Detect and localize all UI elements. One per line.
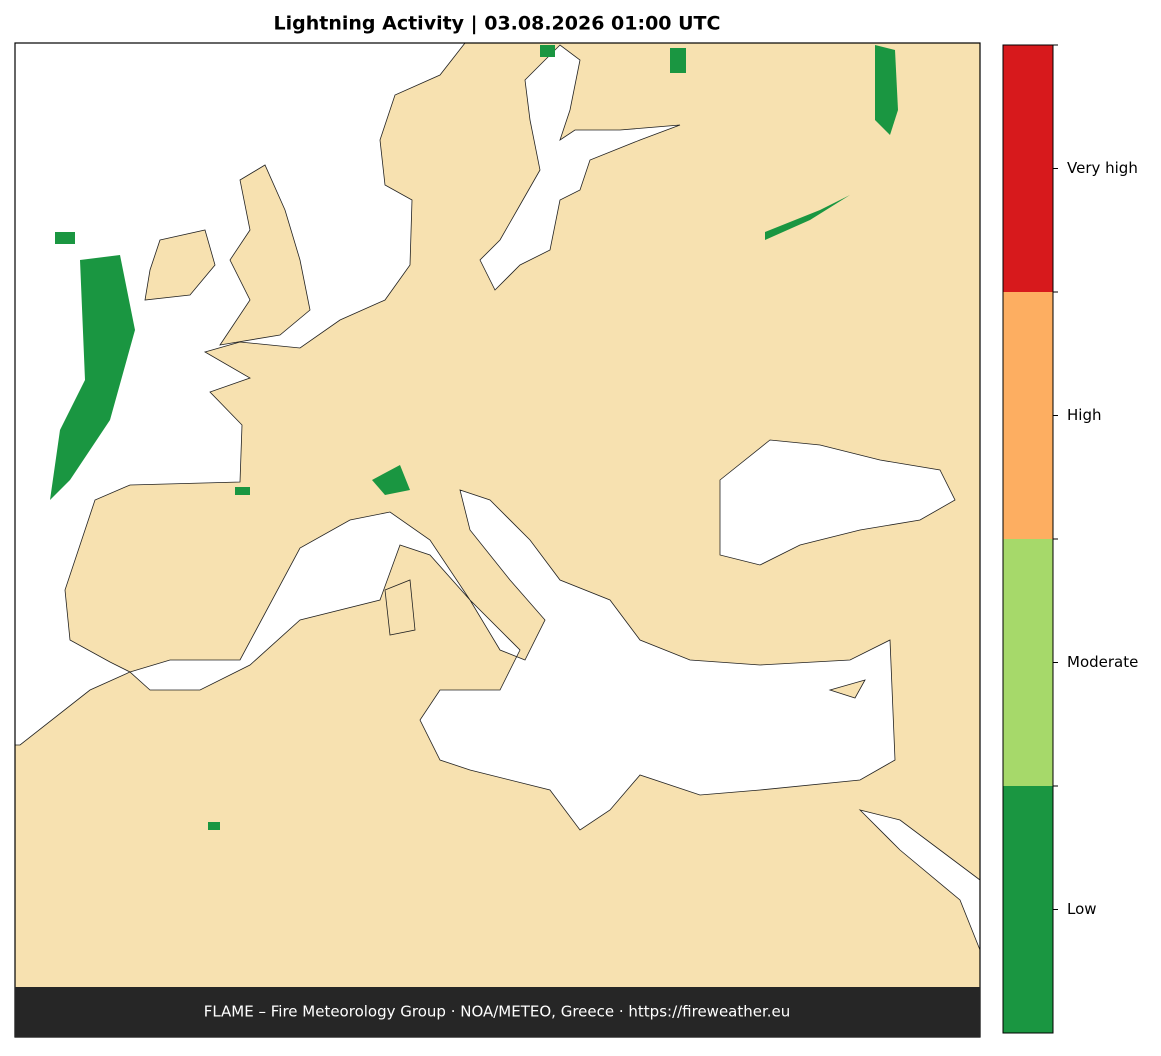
footer: FLAME – Fire Meteorology Group · NOA/MET… [204, 1003, 791, 1021]
map: FLAME – Fire Meteorology Group · NOA/MET… [14, 42, 981, 1038]
colorbar-label: Very high [1067, 159, 1138, 177]
great-britain [219, 164, 311, 346]
ireland [144, 229, 216, 301]
cell [540, 45, 555, 57]
cell [55, 232, 75, 244]
cell [235, 487, 250, 495]
mediterranean [129, 489, 896, 831]
colorbar-segment [1003, 786, 1053, 1033]
colorbar: Low Moderate High Very high [1002, 44, 1138, 1034]
cell [875, 45, 898, 135]
cell [208, 822, 220, 830]
colorbar-label: High [1067, 406, 1101, 424]
sea [14, 42, 981, 951]
colorbar-segment [1003, 539, 1053, 786]
cell [50, 255, 135, 500]
colorbar-segment [1003, 45, 1053, 292]
atlantic [14, 42, 466, 746]
cell [670, 48, 686, 73]
islands [144, 164, 866, 699]
black-sea [719, 439, 956, 566]
cyprus [828, 679, 866, 699]
map-title: Lightning Activity | 03.08.2026 01:00 UT… [274, 13, 721, 35]
corsica-sardinia [384, 579, 416, 636]
colorbar-segment [1003, 292, 1053, 539]
cell [765, 195, 850, 240]
colorbar-frame [1002, 44, 1054, 1034]
colorbar-label: Low [1067, 900, 1097, 918]
lightning-cells [50, 45, 898, 830]
cell [372, 465, 410, 495]
footer-bar [15, 987, 980, 1037]
colorbar-label: Moderate [1067, 653, 1138, 671]
baltic [479, 44, 681, 291]
